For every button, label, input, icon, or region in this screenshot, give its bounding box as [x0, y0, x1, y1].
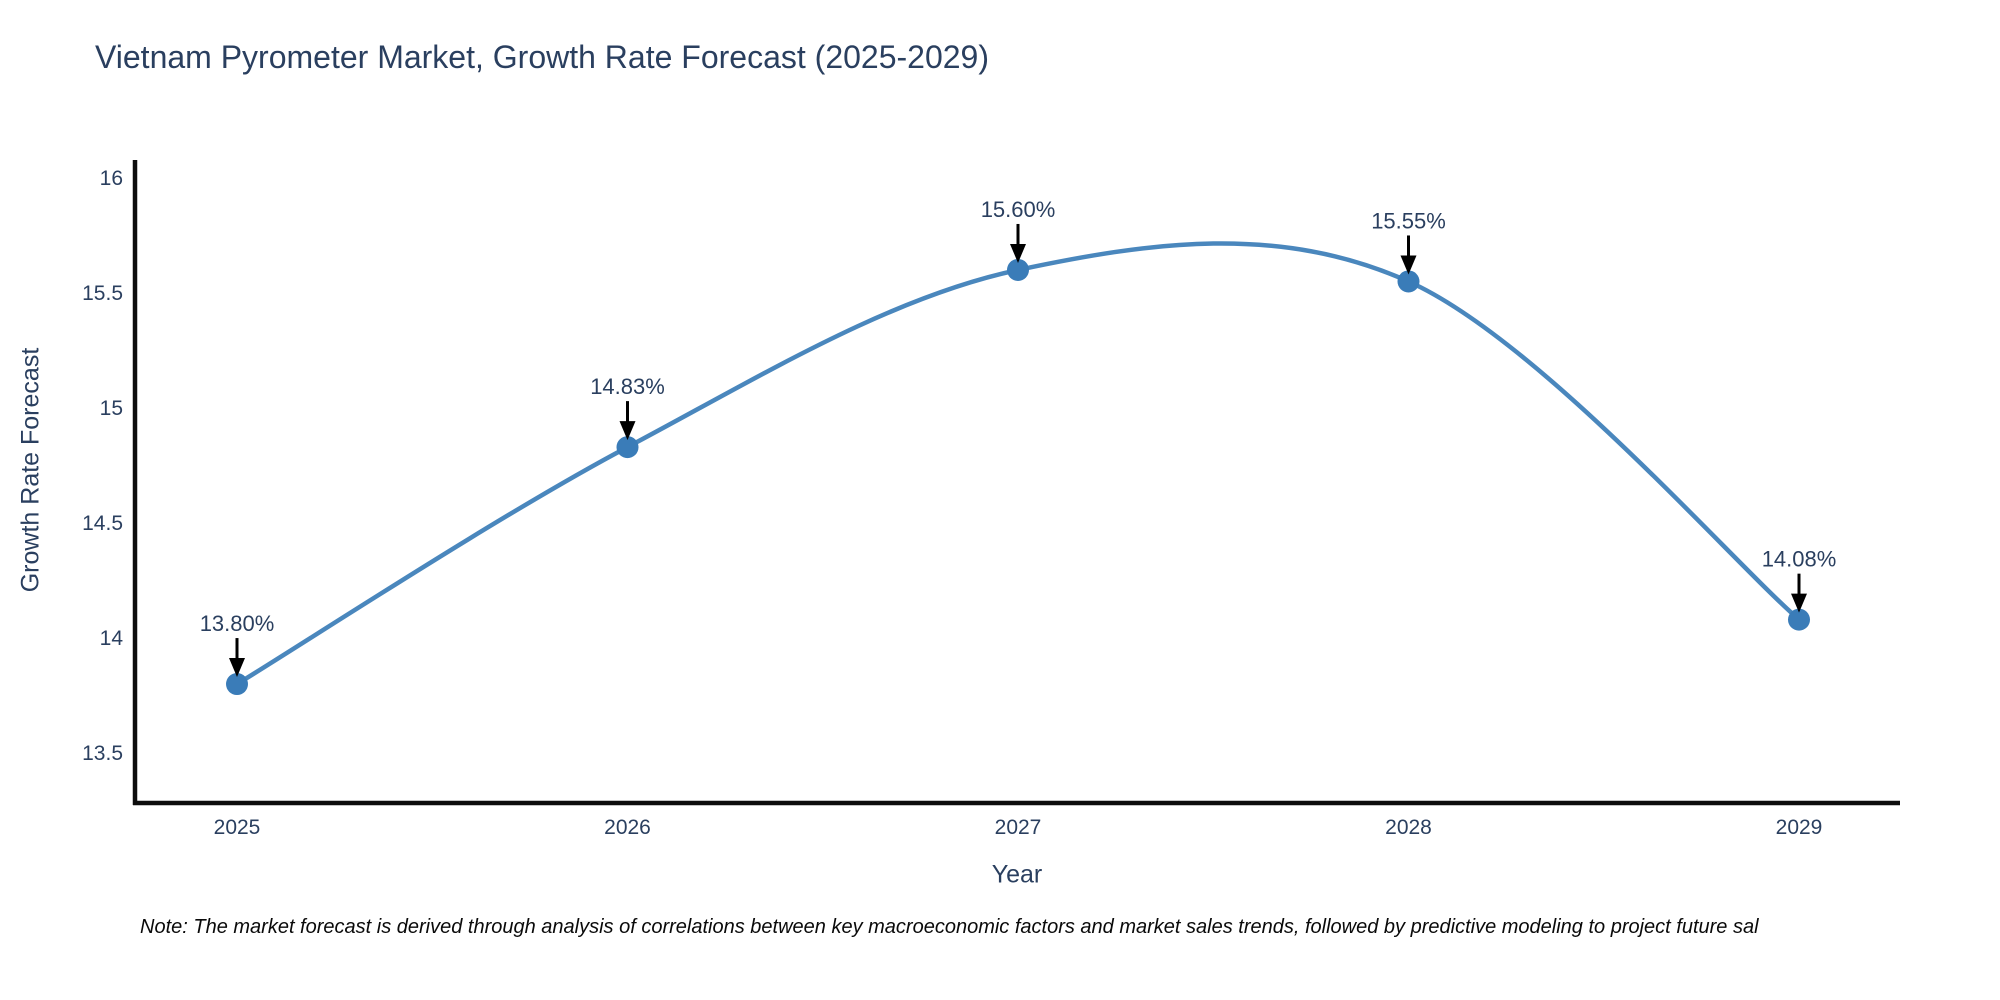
y-tick-label: 15: [100, 397, 123, 420]
y-tick-label: 16: [100, 167, 123, 190]
x-tick-label: 2027: [995, 816, 1042, 839]
y-tick-label: 14.5: [82, 512, 123, 535]
annotation-arrowhead-icon: [1010, 243, 1026, 263]
annotation-arrowhead-icon: [619, 421, 636, 441]
data-point-label: 15.60%: [981, 197, 1056, 222]
annotation-arrowhead-icon: [229, 658, 245, 678]
x-tick-label: 2026: [604, 816, 651, 839]
x-tick-label: 2025: [214, 816, 261, 839]
data-point-marker: [1007, 258, 1029, 281]
data-point-label: 14.08%: [1762, 547, 1837, 572]
chart-title: Vietnam Pyrometer Market, Growth Rate Fo…: [95, 39, 989, 75]
annotation-arrowhead-icon: [1400, 255, 1417, 275]
data-point-marker: [616, 436, 639, 459]
data-point-label: 13.80%: [200, 611, 275, 636]
data-point-label: 15.55%: [1371, 208, 1446, 233]
trend-line: [234, 241, 1802, 687]
data-point-marker: [226, 673, 248, 696]
y-tick-label: 13.5: [82, 742, 123, 765]
x-tick-label: 2029: [1776, 816, 1823, 839]
data-point-marker: [1397, 270, 1420, 293]
data-point-label: 14.83%: [590, 374, 665, 399]
y-tick-label: 15.5: [82, 282, 123, 305]
y-tick-label: 14: [100, 627, 124, 650]
x-tick-label: 2028: [1385, 816, 1432, 839]
x-axis-title: Year: [991, 860, 1043, 889]
annotation-arrowhead-icon: [1791, 593, 1807, 613]
footnote: Note: The market forecast is derived thr…: [140, 916, 1759, 938]
data-point-marker: [1788, 608, 1810, 631]
